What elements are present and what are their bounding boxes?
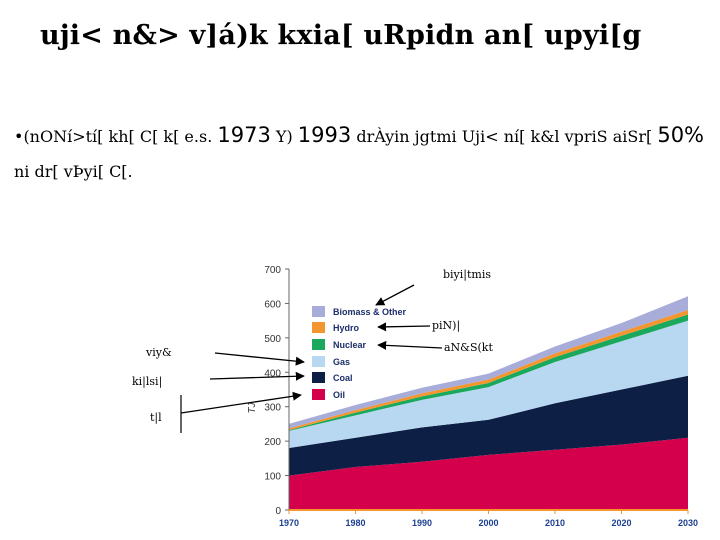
legend-swatch-1 — [312, 322, 325, 333]
x-tick-label-5: 2020 — [611, 518, 631, 528]
page-title: uji< n&> v]á)k kxia[ uRpidn an[ upyi[g — [40, 20, 642, 51]
area-series-1 — [289, 375, 688, 476]
y-axis-label: TJ — [247, 401, 258, 413]
bullet-marker: • — [14, 127, 24, 146]
area-series-group — [289, 296, 688, 510]
area-series-4 — [289, 309, 688, 431]
callout-oil: t|l — [150, 411, 162, 424]
bullet-part-1: (nONí>tí[ kh[ C[ k[ e.s. — [23, 127, 218, 146]
legend-label-4: Coal — [333, 373, 353, 383]
legend-label-5: Oil — [333, 390, 345, 400]
y-tick-label-3: 300 — [264, 403, 281, 414]
legend-swatch-0 — [312, 306, 325, 317]
legend-label-3: Gas — [333, 357, 350, 367]
bullet-text: •(nONí>tí[ kh[ C[ k[ e.s. 1973 Y) 1993 d… — [14, 118, 706, 189]
chart-legend: Biomass & Other Hydro Nuclear Gas Coal Oil — [312, 306, 407, 400]
y-tick-label-1: 100 — [264, 472, 281, 483]
area-series-0 — [289, 437, 688, 510]
y-tick-label-7: 700 — [264, 265, 281, 276]
callout-arrow-gas — [214, 352, 305, 366]
y-tick-label-2: 200 — [264, 437, 281, 448]
x-tick-label-3: 2000 — [478, 518, 498, 528]
bullet-year-1: 1973 — [217, 123, 271, 147]
callout-coal: ki|lsi| — [132, 375, 163, 388]
callout-gas: viy& — [146, 346, 172, 359]
x-tick-label-0: 1970 — [279, 518, 299, 528]
callout-hydro: piN)| — [432, 319, 461, 332]
bullet-part-3: drÀyin jgtmi Uji< ní[ k&l vpriS aiSr[ — [351, 127, 658, 146]
y-tick-label-4: 400 — [264, 368, 281, 379]
callout-arrow-hydro — [377, 322, 431, 332]
x-tick-label-6: 2030 — [678, 518, 698, 528]
legend-label-2: Nuclear — [333, 340, 367, 350]
legend-swatch-4 — [312, 372, 325, 383]
area-series-5 — [289, 296, 688, 429]
bullet-percent: 50% — [657, 123, 705, 147]
callout-biomass: biyi|tmis — [443, 268, 492, 281]
y-tick-label-6: 600 — [264, 299, 281, 310]
legend-label-0: Biomass & Other — [333, 307, 407, 317]
x-tick-label-2: 1990 — [412, 518, 432, 528]
callout-arrow-nuclear — [377, 340, 443, 350]
chart-axes: 0 100 200 300 400 500 600 700 1970 1980 1990 2000 20… — [247, 265, 698, 528]
bullet-year-2: 1993 — [297, 123, 352, 147]
callout-arrow-oil — [180, 391, 302, 414]
callout-arrow-biomass — [375, 284, 415, 306]
callout-nuclear: aN&S(kt — [444, 341, 493, 354]
legend-swatch-2 — [312, 339, 325, 350]
bullet-part-4: ni dr[ vÞyi[ C[. — [14, 162, 133, 181]
y-tick-label-5: 500 — [264, 334, 281, 345]
legend-swatch-5 — [312, 389, 325, 400]
legend-label-1: Hydro — [333, 323, 360, 333]
area-series-2 — [289, 320, 688, 449]
legend-swatch-3 — [312, 356, 325, 367]
bullet-part-2: Y) — [270, 127, 298, 146]
x-tick-label-4: 2010 — [545, 518, 565, 528]
callout-arrow-coal — [209, 371, 305, 381]
y-tick-label-0: 0 — [275, 506, 281, 517]
callout-arrows — [180, 284, 443, 433]
x-tick-label-1: 1980 — [345, 518, 365, 528]
